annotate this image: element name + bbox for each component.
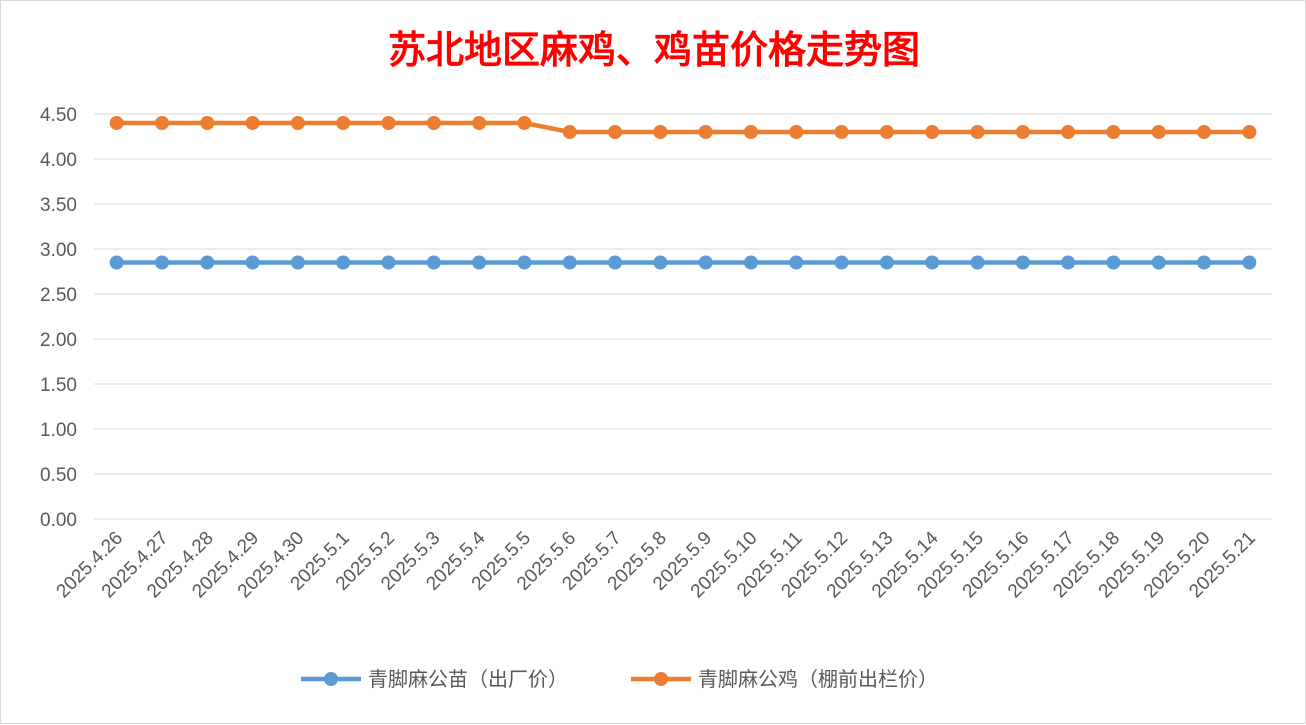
data-point bbox=[109, 116, 124, 130]
data-point bbox=[1197, 125, 1212, 139]
data-point bbox=[879, 125, 894, 139]
y-tick-label: 2.00 bbox=[40, 330, 77, 351]
data-point bbox=[743, 125, 758, 139]
data-point bbox=[834, 125, 849, 139]
y-tick-label: 2.50 bbox=[40, 285, 77, 306]
data-point bbox=[1106, 125, 1121, 139]
data-point bbox=[562, 255, 577, 270]
y-axis-ticks: 0.00 0.50 1.00 1.50 2.00 2.50 3.00 3.50 4.00 4.50 bbox=[40, 105, 77, 531]
data-point bbox=[381, 116, 396, 130]
chart-title: 苏北地区麻鸡、鸡苗价格走势图 bbox=[388, 27, 920, 72]
data-point bbox=[1197, 255, 1212, 270]
data-point bbox=[336, 255, 351, 270]
data-point bbox=[517, 116, 532, 130]
data-point bbox=[426, 116, 441, 130]
data-point bbox=[154, 255, 169, 270]
data-point bbox=[562, 125, 577, 139]
data-point bbox=[789, 255, 804, 270]
data-point bbox=[698, 255, 713, 270]
data-point bbox=[109, 255, 124, 270]
data-point bbox=[1015, 125, 1030, 139]
data-point bbox=[608, 125, 623, 139]
legend-label: 青脚麻公苗（出厂价） bbox=[368, 668, 568, 691]
y-tick-label: 1.00 bbox=[40, 420, 77, 441]
legend-marker bbox=[324, 672, 338, 686]
x-axis-ticks: 2025.4.262025.4.272025.4.282025.4.292025… bbox=[53, 527, 1260, 602]
legend: 青脚麻公苗（出厂价） 青脚麻公鸡（棚前出栏价） bbox=[301, 668, 938, 691]
y-tick-label: 0.50 bbox=[40, 465, 77, 486]
series-line bbox=[116, 120, 1250, 135]
data-point bbox=[245, 255, 260, 270]
y-tick-label: 4.00 bbox=[40, 150, 77, 171]
data-point bbox=[472, 116, 487, 130]
series-layer bbox=[109, 116, 1257, 270]
data-point bbox=[1151, 125, 1166, 139]
data-point bbox=[789, 125, 804, 139]
series-2 bbox=[109, 116, 1257, 139]
data-point bbox=[1151, 255, 1166, 270]
data-point bbox=[245, 116, 260, 130]
data-point bbox=[1242, 255, 1257, 270]
y-tick-label: 0.00 bbox=[40, 510, 77, 531]
data-point bbox=[879, 255, 894, 270]
data-point bbox=[1061, 125, 1076, 139]
data-point bbox=[290, 116, 305, 130]
data-point bbox=[608, 255, 623, 270]
series-1 bbox=[109, 255, 1257, 270]
data-point bbox=[970, 255, 985, 270]
data-point bbox=[336, 116, 351, 130]
data-point bbox=[653, 125, 668, 139]
data-point bbox=[472, 255, 487, 270]
data-point bbox=[970, 125, 985, 139]
data-point bbox=[200, 116, 215, 130]
data-point bbox=[517, 255, 532, 270]
data-point bbox=[1242, 125, 1257, 139]
data-point bbox=[1015, 255, 1030, 270]
data-point bbox=[381, 255, 396, 270]
data-point bbox=[154, 116, 169, 130]
y-tick-label: 1.50 bbox=[40, 375, 77, 396]
legend-item: 青脚麻公苗（出厂价） bbox=[301, 668, 568, 691]
data-point bbox=[200, 255, 215, 270]
gridlines bbox=[94, 113, 1272, 520]
data-point bbox=[1061, 255, 1076, 270]
data-point bbox=[925, 125, 940, 139]
y-tick-label: 4.50 bbox=[40, 105, 77, 126]
data-point bbox=[653, 255, 668, 270]
data-point bbox=[834, 255, 849, 270]
legend-item: 青脚麻公鸡（棚前出栏价） bbox=[631, 668, 938, 691]
data-point bbox=[743, 255, 758, 270]
data-point bbox=[1106, 255, 1121, 270]
legend-marker bbox=[654, 672, 668, 686]
y-tick-label: 3.50 bbox=[40, 195, 77, 216]
y-tick-label: 3.00 bbox=[40, 240, 77, 261]
data-point bbox=[698, 125, 713, 139]
data-point bbox=[925, 255, 940, 270]
data-point bbox=[426, 255, 441, 270]
legend-label: 青脚麻公鸡（棚前出栏价） bbox=[698, 668, 938, 691]
data-point bbox=[290, 255, 305, 270]
